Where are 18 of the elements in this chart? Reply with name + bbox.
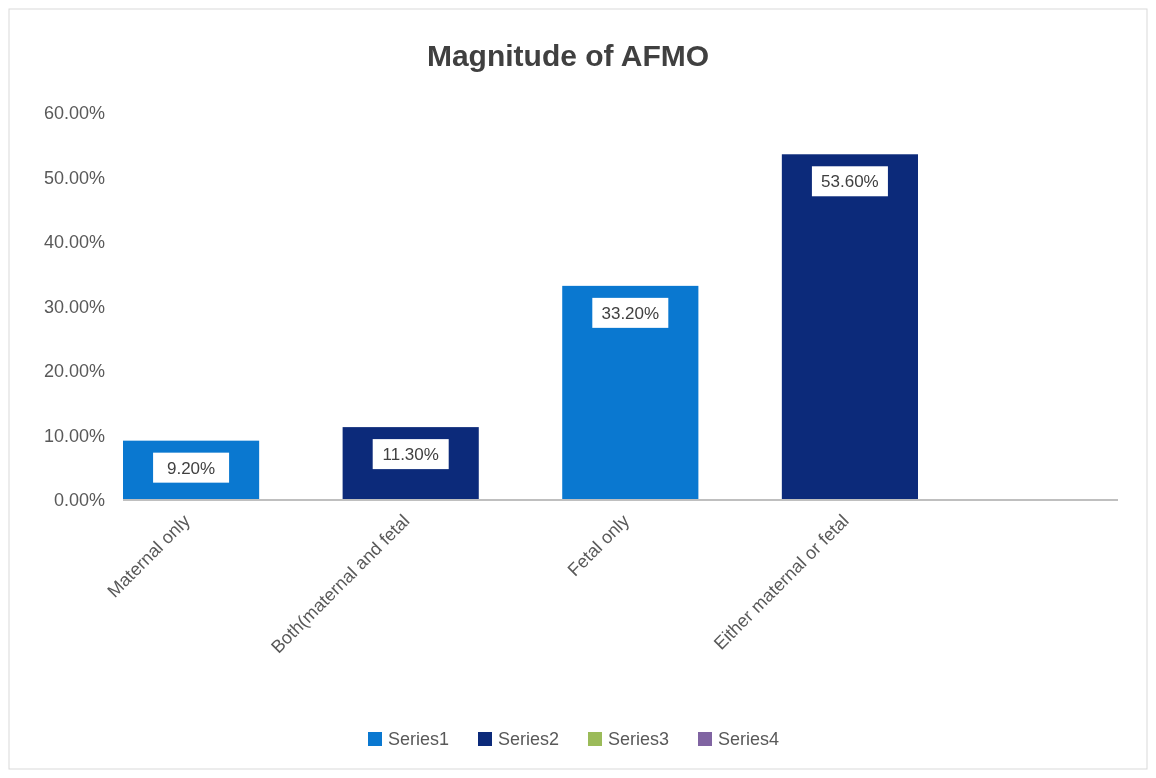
legend-label: Series4 [718,729,780,749]
legend-label: Series1 [388,729,450,749]
y-tick-label: 40.00% [43,232,105,253]
bar [781,154,918,500]
y-tick-label: 50.00% [43,167,105,188]
data-label: 11.30% [382,445,439,465]
y-tick-label: 0.00% [53,490,105,511]
bar [562,285,699,500]
data-label: 33.20% [601,303,660,323]
y-tick-label: 60.00% [43,103,105,124]
y-tick-label: 10.00% [43,425,105,446]
chart-title: Magnitude of AFMO [426,39,710,72]
y-tick-label: 20.00% [43,361,105,382]
legend-label: Series3 [608,729,670,749]
data-label: 9.20% [166,458,216,478]
data-label: 53.60% [821,172,879,192]
legend-label: Series2 [498,729,560,749]
y-tick-label: 30.00% [43,296,105,317]
